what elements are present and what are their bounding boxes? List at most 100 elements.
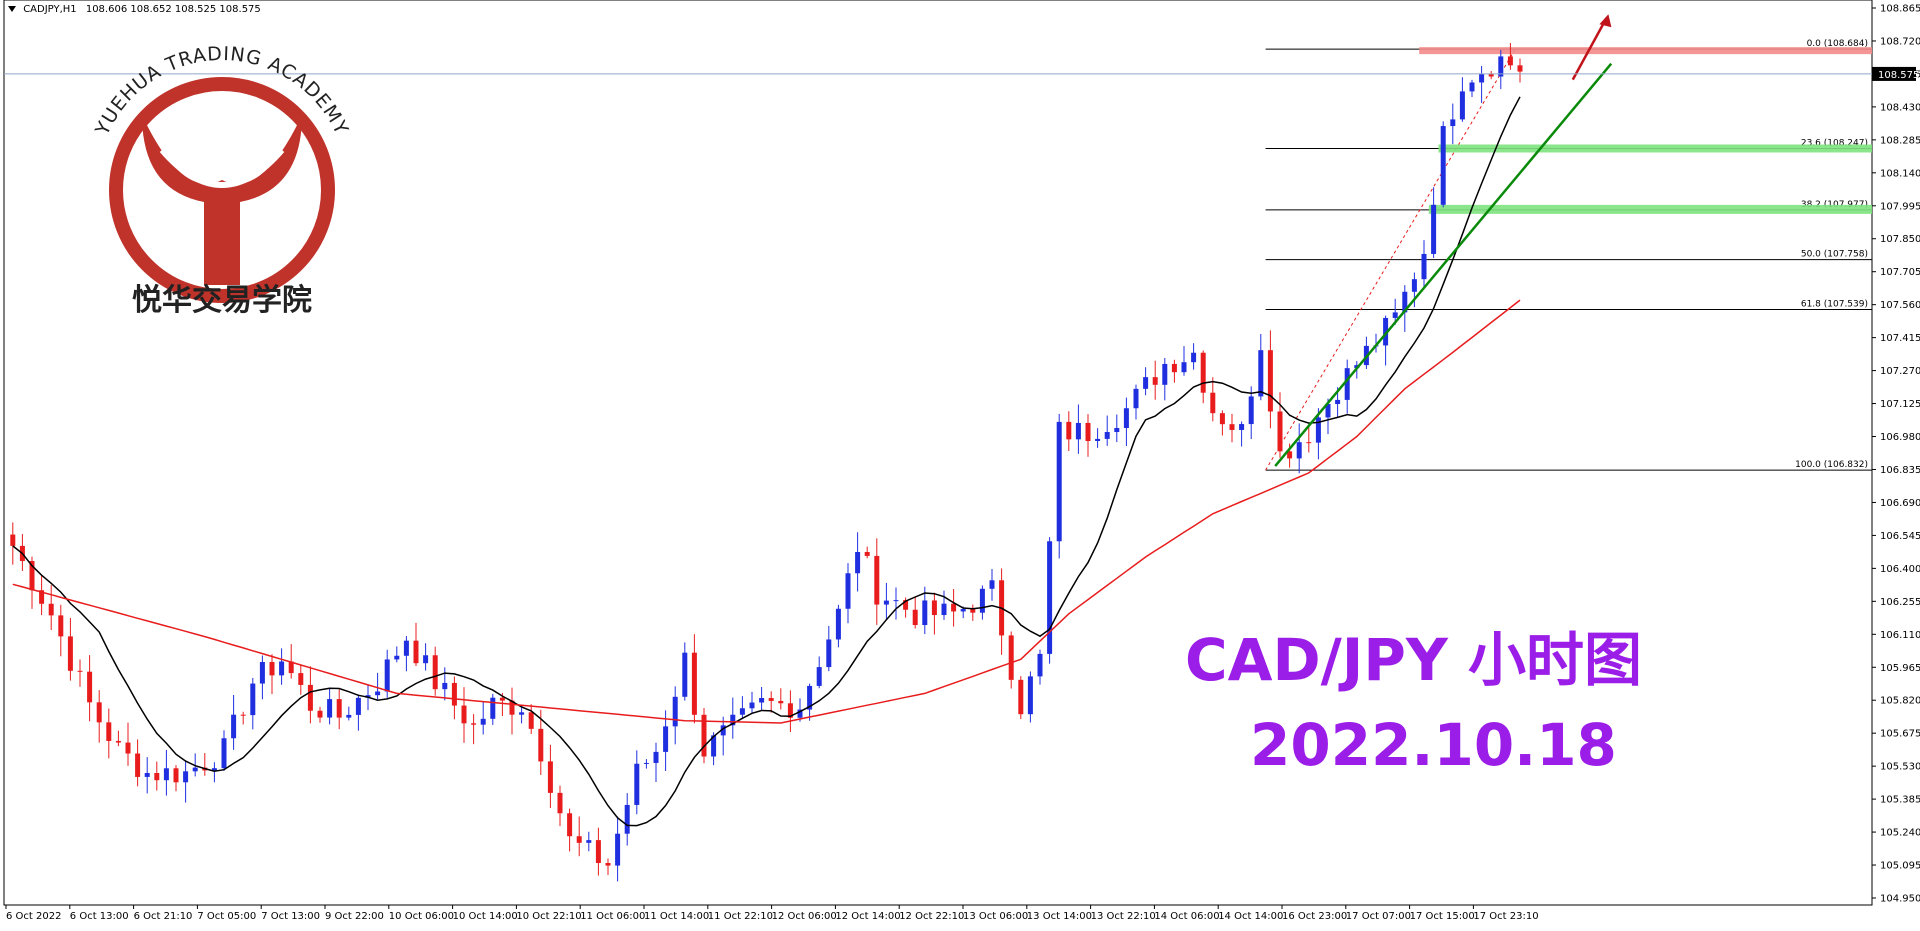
x-tick-label: 6 Oct 2022 [6, 911, 61, 922]
candle-body [1095, 438, 1101, 442]
candle-body [1239, 424, 1245, 430]
x-tick-label: 17 Oct 15:00 [1410, 911, 1475, 922]
candle-body [903, 600, 909, 610]
candle-body [1325, 403, 1331, 418]
candle-body [711, 735, 717, 757]
candle-body [538, 728, 544, 762]
x-tick-label: 6 Oct 21:10 [134, 911, 193, 922]
candle-body [1152, 377, 1158, 385]
candle-body [1056, 421, 1062, 542]
candle-body [432, 655, 438, 690]
candle-body [883, 600, 889, 605]
candle-body [931, 600, 937, 616]
candle-body [384, 659, 390, 692]
x-tick-label: 17 Oct 07:00 [1346, 911, 1411, 922]
candle-body [1517, 65, 1523, 72]
candle-body [1066, 421, 1072, 440]
current-price-label: 108.575 [1878, 70, 1919, 81]
candle-body [864, 552, 870, 556]
candle-body [567, 813, 573, 837]
candle-body [1258, 350, 1264, 397]
x-tick-label: 11 Oct 06:00 [580, 911, 645, 922]
x-tick-label: 14 Oct 06:00 [1154, 911, 1219, 922]
candle-body [499, 697, 505, 701]
y-tick-label: 105.820 [1880, 696, 1920, 707]
candle-body [912, 609, 918, 626]
candle-body [1335, 399, 1341, 404]
logo-text-cn: 悦华交易学院 [132, 283, 312, 318]
x-tick-label: 17 Oct 23:10 [1473, 911, 1538, 922]
annotation-title: CAD/JPY 小时图 [1185, 626, 1642, 694]
candle-body [375, 691, 381, 696]
menu-triangle-icon[interactable] [8, 6, 16, 12]
x-tick-label: 14 Oct 14:00 [1218, 911, 1283, 922]
candle-body [720, 725, 726, 736]
candle-body [1469, 82, 1475, 92]
candle-body [87, 671, 93, 703]
ma-fast-line [12, 96, 1521, 827]
y-tick-label: 106.980 [1880, 432, 1920, 443]
candle-body [1411, 279, 1417, 292]
x-tick-label: 13 Oct 22:10 [1091, 911, 1156, 922]
candle-body [1191, 352, 1197, 363]
candle-body [490, 697, 496, 719]
candle-body [1459, 91, 1465, 120]
x-tick-label: 12 Oct 14:00 [835, 911, 900, 922]
candle-body [1450, 119, 1456, 127]
candle-body [317, 710, 323, 718]
candle-body [231, 714, 237, 739]
candle-body [1210, 392, 1216, 414]
y-tick-label: 106.690 [1880, 498, 1920, 509]
x-tick-label: 7 Oct 13:00 [261, 911, 320, 922]
candle-body [173, 768, 179, 783]
candle-body [96, 702, 102, 723]
candle-body [135, 753, 141, 777]
candle-body [960, 608, 966, 612]
candle-body [163, 768, 169, 781]
candle-body [1162, 363, 1168, 385]
x-tick-label: 11 Oct 22:10 [708, 911, 773, 922]
y-tick-label: 105.965 [1880, 663, 1920, 674]
candle-body [701, 714, 707, 757]
candle-body [413, 640, 419, 664]
candle-body [1200, 352, 1206, 393]
up-arrow-shaft [1571, 17, 1608, 81]
up-arrow-head [1599, 14, 1612, 28]
fib-level-label: 23.6 (108.247) [1801, 138, 1868, 148]
y-tick-label: 108.140 [1880, 168, 1920, 179]
candle-body [1488, 73, 1494, 77]
candle-body [816, 667, 822, 686]
candle-body [183, 771, 189, 783]
candle-body [576, 836, 582, 843]
x-tick-label: 13 Oct 06:00 [963, 911, 1028, 922]
candle-body [1037, 653, 1043, 677]
candle-body [1431, 204, 1437, 254]
candle-body [1018, 679, 1024, 715]
x-tick-label: 10 Oct 22:10 [516, 911, 581, 922]
y-tick-label: 106.835 [1880, 465, 1920, 476]
candle-body [1421, 253, 1427, 280]
y-tick-label: 105.675 [1880, 729, 1920, 740]
x-tick-label: 16 Oct 23:00 [1282, 911, 1347, 922]
x-tick-label: 11 Oct 14:00 [644, 911, 709, 922]
x-tick-label: 6 Oct 13:00 [70, 911, 129, 922]
candle-body [10, 534, 16, 546]
y-tick-label: 104.950 [1880, 894, 1920, 905]
candle-body [586, 840, 592, 843]
candle-body [922, 600, 928, 626]
symbol-label: CADJPY,H1 [23, 4, 77, 15]
y-tick-label: 106.545 [1880, 531, 1920, 542]
x-tick-label: 10 Oct 06:00 [389, 911, 454, 922]
candle-body [951, 603, 957, 612]
candle-body [874, 555, 880, 605]
logo-ring [109, 77, 335, 303]
candle-body [1123, 408, 1129, 428]
candle-body [423, 655, 429, 664]
candle-body [778, 700, 784, 704]
y-tick-label: 105.240 [1880, 828, 1920, 839]
candle-body [307, 684, 313, 711]
candle-body [461, 705, 467, 724]
candle-body [653, 751, 659, 763]
candle-body [557, 792, 563, 814]
candle-body [1248, 396, 1254, 425]
